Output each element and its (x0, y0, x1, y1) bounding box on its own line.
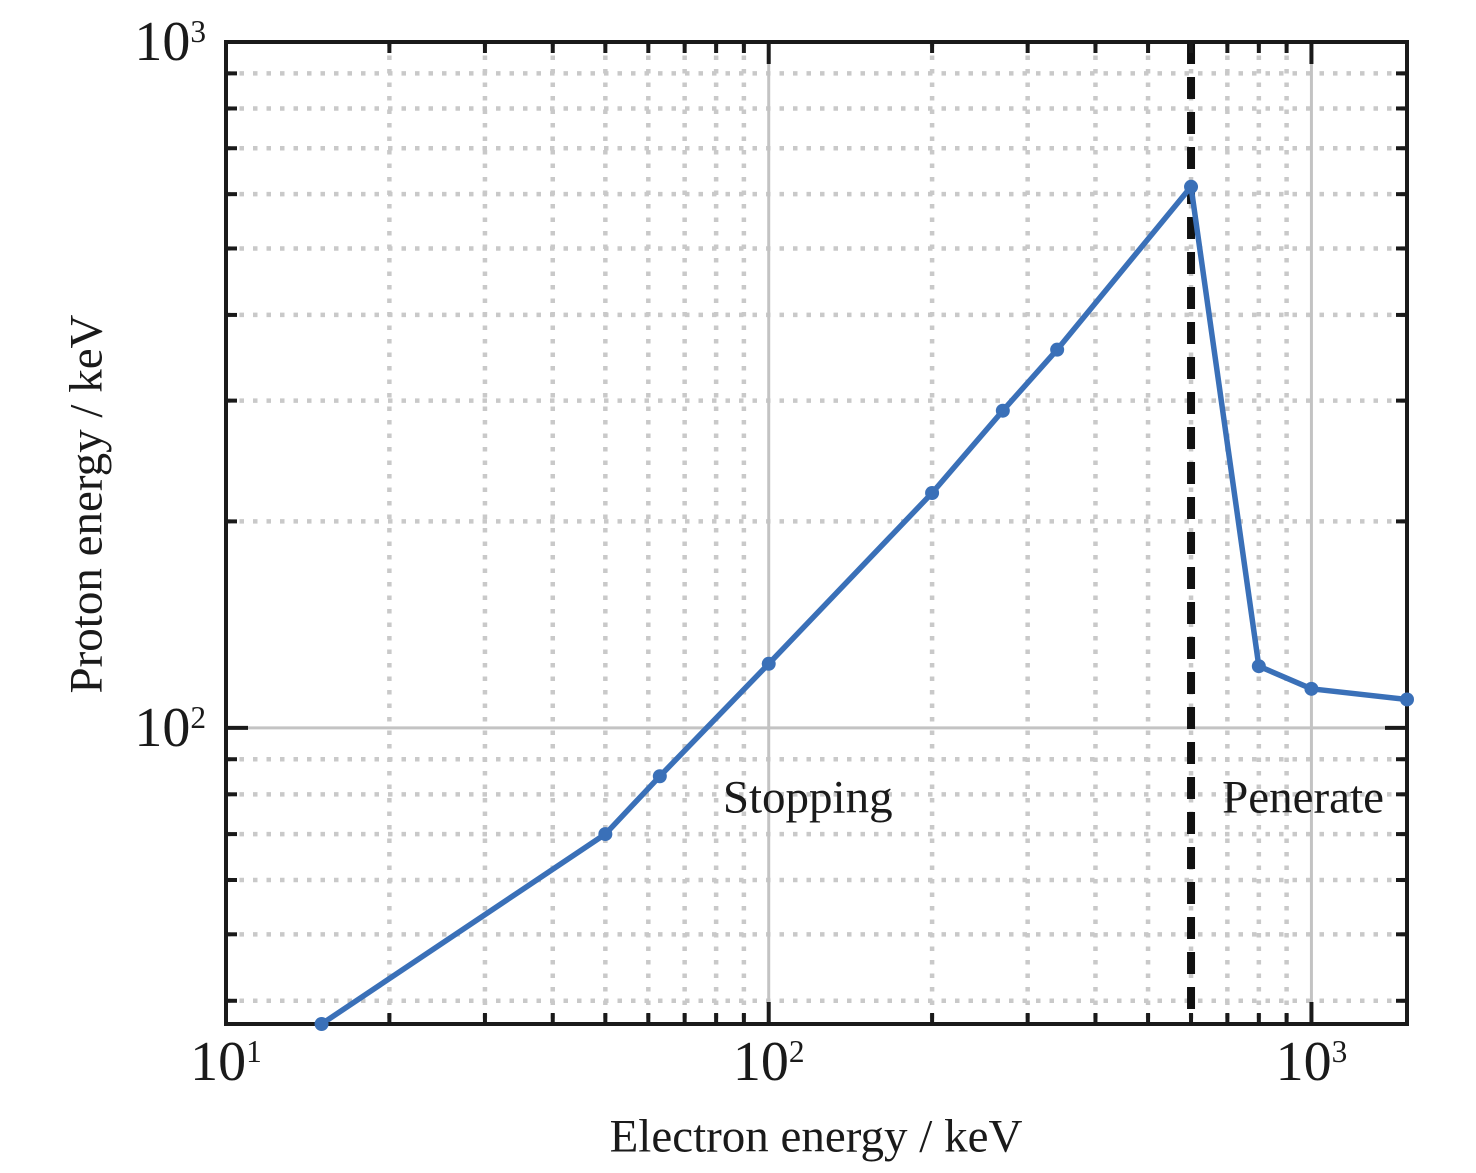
x-tick-label: 102 (732, 1031, 805, 1093)
x-tick-label: 103 (1275, 1031, 1348, 1093)
data-point-marker (1184, 179, 1199, 194)
data-point-marker (598, 827, 613, 842)
data-point-marker (652, 769, 667, 784)
annotation-stopping: Stopping (722, 771, 893, 824)
data-point-marker (995, 403, 1010, 418)
y-tick-label: 103 (134, 11, 206, 73)
data-point-marker (925, 485, 940, 500)
data-point-marker (1304, 681, 1319, 696)
data-point-marker (1400, 692, 1414, 707)
plot-frame (224, 40, 1409, 1026)
data-point-marker (761, 656, 776, 671)
y-tick-label: 102 (134, 696, 206, 759)
annotation-penerate: Penerate (1222, 771, 1384, 824)
data-point-marker (314, 1017, 329, 1031)
y-axis-title: Proton energy / keV (60, 314, 113, 694)
data-point-marker (1251, 659, 1266, 674)
x-tick-label: 101 (190, 1031, 262, 1093)
data-point-marker (1050, 342, 1065, 357)
x-axis-title: Electron energy / keV (609, 1110, 1023, 1163)
